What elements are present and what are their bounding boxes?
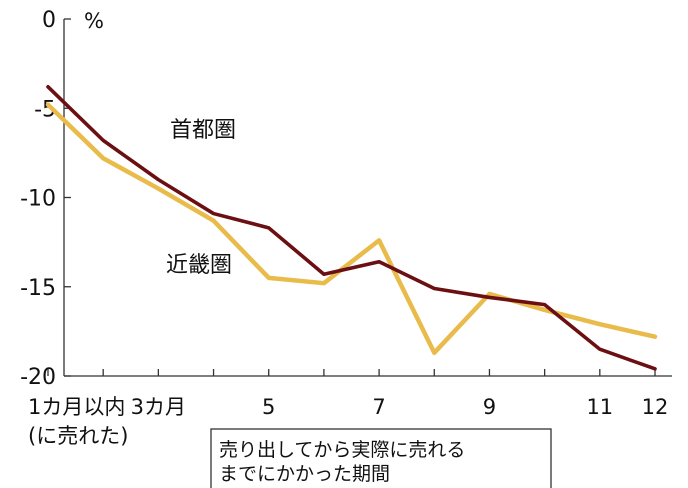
x-tick-label: 12 — [642, 395, 669, 419]
y-tick-label: -10 — [20, 187, 56, 212]
x-tick-label: 9 — [483, 395, 496, 419]
x-axis-ticks: 1カ月以内 3カ月 5 7 9 11 12 (に売れた) — [28, 369, 668, 448]
y-axis-ticks: 0 -5 -10 -15 -20 — [20, 8, 71, 390]
y-tick-label: -5 — [34, 97, 56, 122]
y-tick-label: 0 — [42, 8, 56, 33]
x-tick-label: 11 — [586, 395, 613, 419]
series-label-kinki: 近畿圏 — [166, 253, 232, 278]
x-tick-label: 1カ月以内 — [28, 395, 125, 419]
x-caption-line: までにかかった期間 — [219, 463, 390, 485]
y-tick-label: -20 — [20, 365, 56, 390]
series-label-shutoken: 首都圏 — [170, 118, 236, 143]
x-tick-note: (に売れた) — [28, 424, 128, 448]
y-axis-unit: % — [84, 9, 104, 33]
series-line-0 — [46, 85, 657, 371]
y-tick-label: -15 — [20, 276, 56, 301]
x-caption-box — [210, 428, 552, 488]
series-lines — [45, 85, 658, 371]
x-tick-label: 5 — [262, 395, 275, 419]
x-tick-label: 3カ月 — [131, 395, 186, 419]
x-caption-line: 売り出してから実際に売れる — [219, 439, 465, 461]
series-line-1 — [45, 102, 658, 356]
x-tick-label: 7 — [372, 395, 385, 419]
